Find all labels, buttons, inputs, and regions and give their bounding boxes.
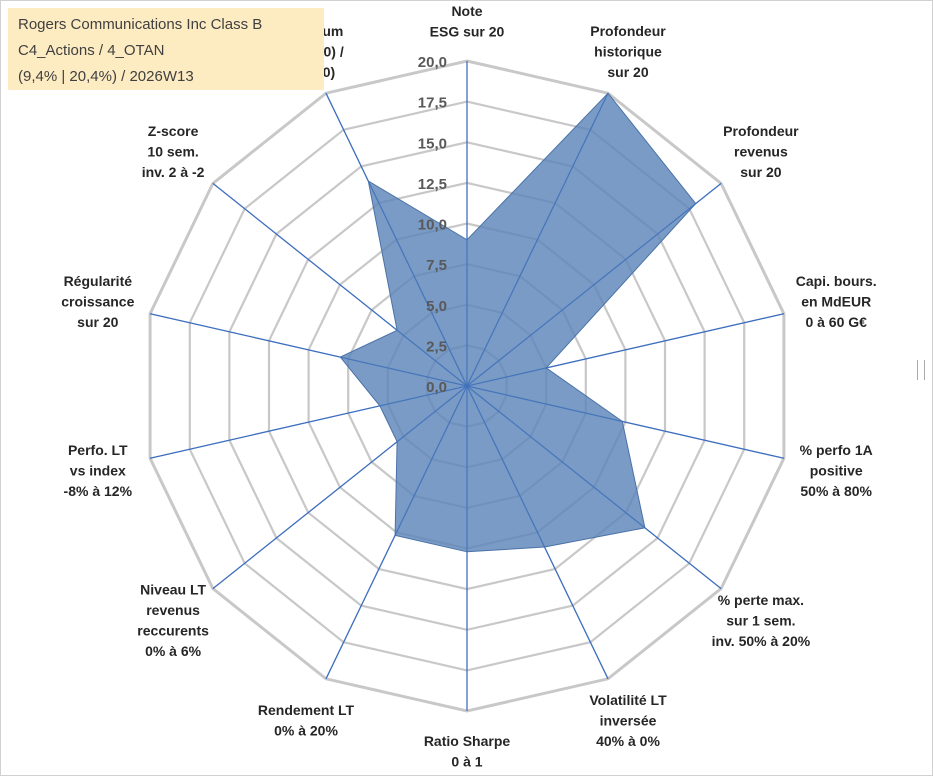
axis-spoke-overlay: [149, 385, 468, 459]
axis-label-line: historique: [594, 44, 662, 60]
axis-label-line: Perfo. LT: [68, 442, 128, 458]
axis-label-line: -8% à 12%: [64, 483, 133, 499]
axis-label-line: Profondeur: [590, 23, 666, 39]
resize-handle[interactable]: [917, 360, 925, 380]
axis-spoke-overlay: [325, 385, 468, 679]
axis-spoke-overlay: [149, 313, 468, 387]
chart-title-box: Rogers Communications Inc Class B C4_Act…: [8, 8, 324, 90]
title-line-3: (9,4% | 20,4%) / 2026W13: [18, 68, 194, 85]
axis-label: Perfo. LT vs index -8% à 12%: [64, 442, 133, 499]
axis-spoke-overlay: [466, 385, 609, 679]
axis-label-line: % perfo 1A: [800, 442, 873, 458]
axis-label-line: 0% à 6%: [145, 643, 202, 659]
axis-label-line: sur 20: [740, 164, 781, 180]
tick-label: 15,0: [418, 135, 447, 152]
axis-label-line: revenus: [734, 144, 788, 160]
axis-label: Capi. bours. en MdEUR 0 à 60 G€: [796, 273, 877, 330]
tick-label: 12,5: [418, 176, 447, 193]
axis-label-line: Profondeur: [723, 123, 799, 139]
axis-label: % perte max. sur 1 sem. inv. 50% à 20%: [712, 592, 811, 649]
axis-spoke-overlay: [212, 183, 468, 387]
tick-label: 2,5: [426, 338, 447, 355]
axis-label: Régularité croissance sur 20: [61, 273, 134, 330]
tick-label: 0,0: [426, 379, 447, 396]
tick-label: 20,0: [418, 54, 447, 71]
axis-label-line: sur 1 sem.: [726, 612, 795, 628]
axis-label-line: Z-score: [148, 123, 199, 139]
axis-label-line: 0 à 60 G€: [805, 314, 867, 330]
axis-label-line: Ratio Sharpe: [424, 733, 511, 749]
axis-label: Profondeur revenus sur 20: [723, 123, 799, 180]
axis-spoke-overlay: [466, 313, 785, 387]
axis-label-line: vs index: [70, 462, 126, 478]
axis-label-line: 0 à 1: [451, 753, 482, 769]
axis-label-line: 40% à 0%: [596, 733, 660, 749]
axis-label-line: ESG sur 20: [430, 23, 505, 39]
axis-label-line: Rendement LT: [258, 702, 355, 718]
axis-label-line: 0% à 20%: [274, 723, 338, 739]
axis-spoke-overlay: [466, 183, 722, 387]
axis-label: Z-score 10 sem. inv. 2 à -2: [142, 123, 205, 180]
title-line-2: C4_Actions / 4_OTAN: [18, 42, 165, 59]
axis-label-line: en MdEUR: [801, 294, 871, 310]
axis-label-line: Niveau LT: [140, 582, 206, 598]
tick-label: 17,5: [418, 95, 447, 112]
axis-spoke-overlay: [466, 385, 785, 459]
axis-label: Volatilité LT inversée 40% à 0%: [589, 692, 667, 749]
axis-label: Rendement LT 0% à 20%: [258, 702, 355, 739]
axis-label-line: croissance: [61, 294, 134, 310]
axis-label: Note ESG sur 20: [430, 3, 505, 39]
axis-label-line: sur 20: [607, 64, 648, 80]
axis-label-line: Capi. bours.: [796, 273, 877, 289]
series-area: [339, 92, 697, 553]
axis-label-line: inv. 50% à 20%: [712, 633, 811, 649]
axis-label-line: 10 sem.: [147, 144, 198, 160]
radar-series: [149, 61, 785, 711]
axis-label: Niveau LT revenus reccurents 0% à 6%: [137, 582, 209, 660]
tick-label: 5,0: [426, 298, 447, 315]
axis-label-line: revenus: [146, 602, 200, 618]
axis-label-line: positive: [810, 462, 863, 478]
axis-label-line: reccurents: [137, 623, 209, 639]
axis-label-line: sur 20: [77, 314, 118, 330]
axis-label: Ratio Sharpe 0 à 1: [424, 733, 511, 770]
axis-label-line: inversée: [600, 712, 657, 728]
radar-tick-labels: 0,0 2,5 5,0 7,5 10,0 12,5 15,0 17,5 20,0: [418, 54, 447, 396]
axis-spoke-overlay: [212, 385, 468, 589]
axis-label: % perfo 1A positive 50% à 80%: [800, 442, 873, 499]
axis-spoke-overlay: [325, 93, 468, 387]
axis-label-line: Note: [451, 3, 482, 19]
axis-label-line: Volatilité LT: [589, 692, 667, 708]
title-line-1: Rogers Communications Inc Class B: [18, 16, 263, 33]
axis-label-line: % perte max.: [718, 592, 804, 608]
axis-label-line: 50% à 80%: [800, 483, 872, 499]
tick-label: 10,0: [418, 217, 447, 234]
axis-label-line: inv. 2 à -2: [142, 164, 205, 180]
tick-label: 7,5: [426, 257, 447, 274]
axis-label-line: Régularité: [64, 273, 133, 289]
axis-spoke-overlay: [466, 93, 609, 387]
axis-spoke-overlay: [466, 385, 722, 589]
axis-label: Profondeur historique sur 20: [590, 23, 666, 80]
